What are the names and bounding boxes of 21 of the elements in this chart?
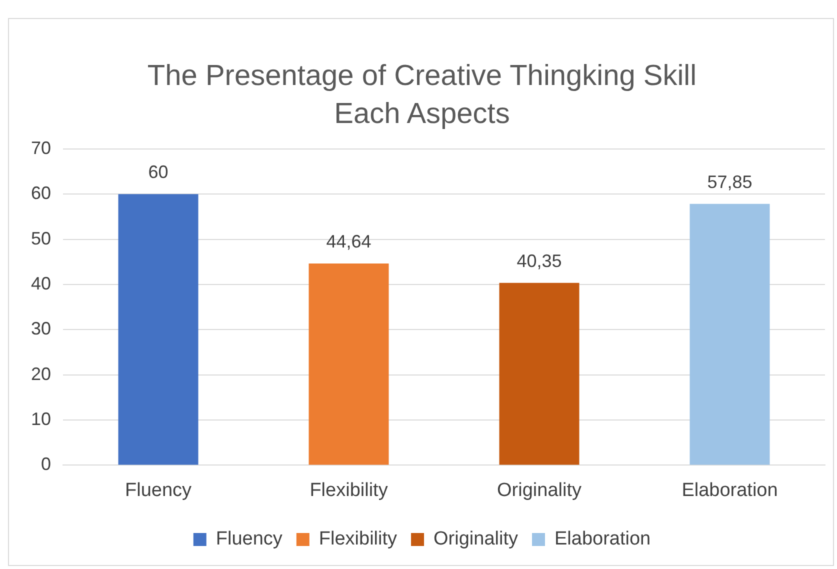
x-tick-label: Flexibility xyxy=(310,480,388,501)
legend-label: Originality xyxy=(434,528,518,550)
legend-label: Elaboration xyxy=(554,528,651,550)
chart-title: The Presentage of Creative Thingking Skill Each Aspects xyxy=(146,59,698,132)
x-tick-label: Originality xyxy=(497,480,582,501)
x-tick-label: Fluency xyxy=(125,480,192,501)
y-tick-label: 10 xyxy=(30,408,52,429)
data-label: 57,85 xyxy=(707,172,752,192)
y-tick-label: 50 xyxy=(30,228,52,248)
y-tick-label: 60 xyxy=(30,183,52,204)
y-tick-label: 30 xyxy=(30,318,52,339)
data-label: 40,35 xyxy=(516,250,562,271)
legend-label: Fluency xyxy=(216,528,283,550)
legend-label: Flexibility xyxy=(318,528,398,550)
x-tick-label: Elaboration xyxy=(682,480,778,501)
y-tick-label: 20 xyxy=(30,364,52,384)
y-tick-label: 70 xyxy=(30,138,52,158)
data-label: 60 xyxy=(148,162,168,182)
data-label: 44,64 xyxy=(326,232,372,252)
y-tick-label: 40 xyxy=(30,273,52,294)
y-tick-label: 0 xyxy=(41,454,52,474)
